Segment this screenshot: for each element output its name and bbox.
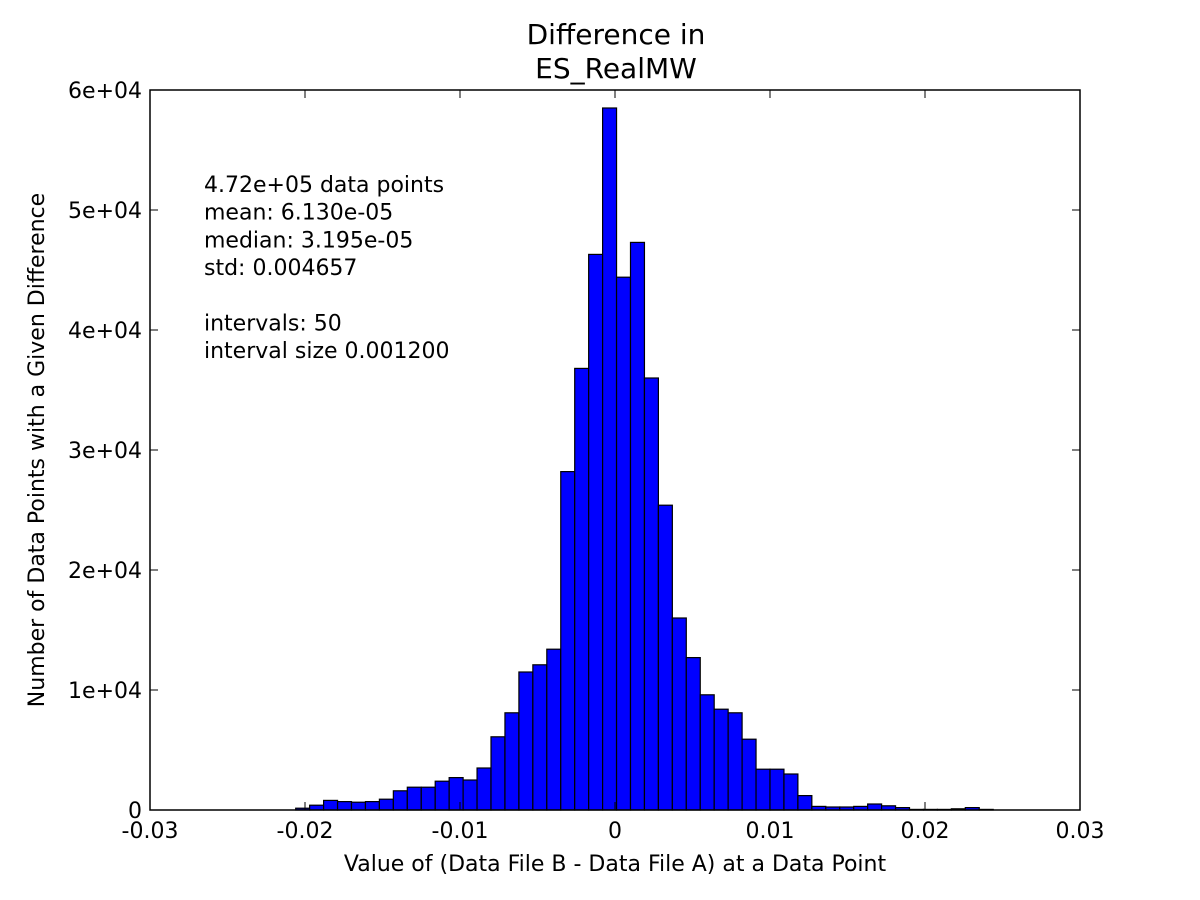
x-tick-label: -0.03 xyxy=(122,819,179,844)
x-tick-label: 0.02 xyxy=(901,819,950,844)
histogram-bar xyxy=(588,253,604,811)
histogram-bar xyxy=(518,671,534,811)
histogram-bars xyxy=(295,107,994,811)
stats-annotation: 4.72e+05 data points mean: 6.130e-05media… xyxy=(204,173,450,364)
y-tick-label: 6e+04 xyxy=(68,79,142,104)
histogram-bar xyxy=(671,617,687,811)
x-tick-label: 0.03 xyxy=(1056,819,1105,844)
chart-title-line-2: ES_RealMW xyxy=(535,52,697,85)
y-tick-label: 3e+04 xyxy=(68,439,142,464)
histogram-bar xyxy=(476,767,492,811)
stats-line: median: 3.195e-05 xyxy=(204,228,413,253)
histogram-bar xyxy=(867,803,883,811)
histogram-bar xyxy=(378,798,394,811)
x-tick-label: -0.02 xyxy=(277,819,334,844)
histogram-bar xyxy=(350,801,367,811)
histogram-bar xyxy=(741,738,757,811)
x-tick-labels: -0.03 -0.02 -0.01 0 0.01 0.02 0.03 xyxy=(122,819,1105,844)
stats-line: mean: 6.130e-05 xyxy=(204,201,393,226)
histogram-bar xyxy=(727,712,743,811)
histogram-bar xyxy=(769,768,785,811)
histogram-bar xyxy=(336,800,353,811)
histogram-bar xyxy=(783,773,799,811)
histogram-bar xyxy=(574,367,590,811)
histogram-bar xyxy=(532,664,548,811)
histogram-bar xyxy=(448,776,464,811)
histogram-bar xyxy=(713,708,729,811)
stats-line: intervals: 50 xyxy=(204,312,342,337)
histogram-bar xyxy=(546,648,562,811)
histogram-bar xyxy=(560,471,576,811)
x-tick-label: 0 xyxy=(608,819,622,844)
y-tick-label: 2e+04 xyxy=(68,559,142,584)
y-tick-label: 4e+04 xyxy=(68,319,142,344)
histogram-bar xyxy=(685,656,701,811)
histogram-bar xyxy=(755,768,771,811)
histogram-bar xyxy=(615,276,632,811)
histogram-bar xyxy=(364,800,381,811)
histogram-bar xyxy=(601,107,618,811)
histogram-bar xyxy=(797,794,813,811)
chart-title: Difference in ES_RealMW xyxy=(527,18,706,85)
histogram-bar xyxy=(643,377,660,811)
x-axis-label: Value of (Data File B - Data File A) at … xyxy=(344,852,887,877)
histogram-bar xyxy=(699,694,715,811)
chart-title-line-1: Difference in xyxy=(527,18,706,51)
histogram-bar xyxy=(462,779,478,811)
plot-frame xyxy=(149,89,1081,811)
stats-line: 4.72e+05 data points xyxy=(204,173,444,198)
histogram-bar xyxy=(406,786,422,811)
y-tick-label: 5e+04 xyxy=(68,199,142,224)
stats-line: interval size 0.001200 xyxy=(204,339,450,364)
histogram-bar xyxy=(420,786,436,811)
y-tick-label: 0 xyxy=(128,799,142,824)
histogram-bar xyxy=(323,799,339,811)
histogram-bar xyxy=(657,504,673,811)
histogram-bar xyxy=(392,790,408,811)
histogram-bar xyxy=(434,780,450,811)
histogram-bar xyxy=(490,736,506,811)
x-tick-label: -0.01 xyxy=(432,819,489,844)
y-axis-label: Number of Data Points with a Given Diffe… xyxy=(25,193,50,707)
stats-line: std: 0.004657 xyxy=(204,256,357,281)
x-tick-label: 0.01 xyxy=(746,819,795,844)
y-tick-labels: 0 1e+04 2e+04 3e+04 4e+04 5e+04 6e+04 xyxy=(68,79,142,824)
histogram-bar xyxy=(504,712,520,811)
y-tick-label: 1e+04 xyxy=(68,679,142,704)
histogram-bar xyxy=(629,241,646,811)
